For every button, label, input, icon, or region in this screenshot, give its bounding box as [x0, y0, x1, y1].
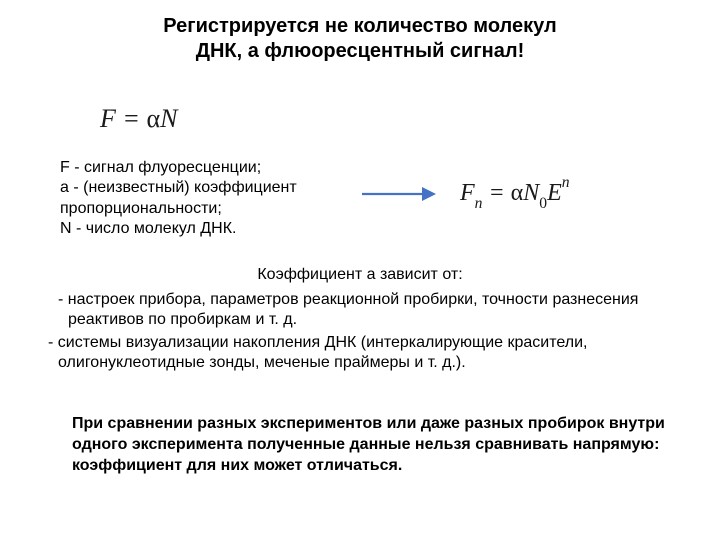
def-a-1: a - (неизвестный) коэффициент [60, 178, 340, 198]
conclusion-text: При сравнении разных экспериментов или д… [72, 414, 672, 476]
eq2-alpha: α [511, 180, 524, 206]
eq1-F: F [100, 104, 116, 133]
def-a-2: пропорциональности; [60, 199, 340, 219]
title-line-2: ДНК, а флюоресцентный сигнал! [196, 40, 525, 62]
slide: Регистрируется не количество молекул ДНК… [0, 0, 720, 540]
arrow-icon [360, 184, 440, 209]
eq2-E: E [547, 180, 562, 206]
equation-2: Fn = αN0En [460, 178, 570, 211]
depends-item-1: - настроек прибора, параметров реакционн… [48, 290, 678, 331]
title-line-1: Регистрируется не количество молекул [163, 15, 556, 37]
def-F: F - сигнал флуоресценции; [60, 158, 340, 178]
eq1-alpha: α [146, 104, 160, 133]
def-N: N - число молекул ДНК. [60, 219, 340, 239]
eq2-sup-n: n [562, 174, 570, 191]
eq1-N: N [160, 104, 177, 133]
depends-list: - настроек прибора, параметров реакционн… [48, 290, 678, 374]
eq2-F: F [460, 180, 475, 206]
eq1-equals: = [116, 104, 147, 133]
variable-definitions: F - сигнал флуоресценции; a - (неизвестн… [60, 158, 340, 240]
eq2-N: N [523, 180, 539, 206]
arrow-head [422, 187, 436, 201]
eq2-sub-0: 0 [539, 195, 547, 212]
depends-title: Коэффициент a зависит от: [0, 266, 720, 284]
slide-title: Регистрируется не количество молекул ДНК… [0, 14, 720, 64]
eq2-equals: = [482, 180, 510, 206]
equation-1: F = αN [100, 104, 177, 134]
eq2-sub-n: n [475, 195, 483, 212]
depends-item-2: - системы визуализации накопления ДНК (и… [48, 333, 678, 374]
